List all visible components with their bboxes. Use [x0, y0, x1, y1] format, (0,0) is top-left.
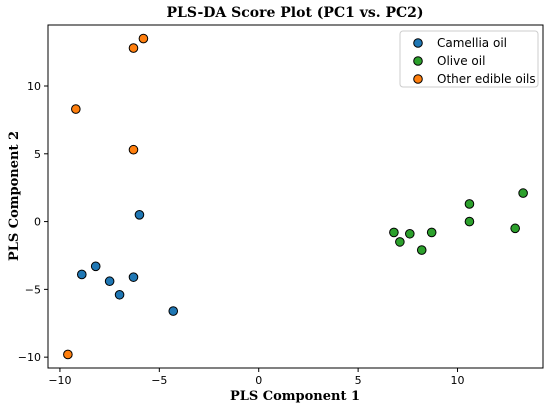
legend-marker: [413, 74, 423, 84]
data-point-series-2: [405, 228, 415, 239]
y-tick-label: −5: [25, 283, 41, 296]
y-axis-label: PLS Component 2: [7, 131, 22, 261]
legend-label: Other edible oils: [437, 72, 536, 86]
x-axis: −10 −5 0 5 10: [48, 368, 465, 387]
y-tick-label: 10: [27, 80, 41, 93]
x-tick-label: 0: [255, 374, 262, 387]
data-point-series-2: [464, 216, 475, 227]
legend-marker: [413, 56, 423, 66]
data-point-series-2: [510, 223, 520, 234]
data-point-series-2: [389, 227, 399, 238]
x-tick-label: 10: [451, 374, 465, 387]
y-tick-label: 5: [34, 148, 41, 161]
legend: Camellia oil Olive oil Other edible oils: [399, 30, 539, 88]
legend-marker: [413, 38, 423, 48]
data-point-series-1: [76, 269, 87, 280]
y-axis: −10 −5 0 5 10: [18, 80, 48, 364]
data-point-series-3: [71, 104, 81, 114]
data-point-series-2: [426, 227, 437, 238]
data-point-series-2: [395, 237, 405, 247]
x-tick-label: −10: [48, 374, 71, 387]
data-point-series-2: [518, 188, 528, 198]
legend-label: Camellia oil: [437, 36, 507, 50]
x-tick-label: −5: [151, 374, 167, 387]
data-point-series-1: [90, 261, 101, 272]
y-tick-label: 0: [34, 216, 41, 229]
plot-area: [47, 24, 544, 369]
data-point-series-1: [104, 276, 115, 287]
data-point-series-3: [128, 144, 139, 155]
x-axis-label: PLS Component 1: [230, 389, 360, 404]
legend-box: [399, 30, 539, 88]
chart-title: PLS-DA Score Plot (PC1 vs. PC2): [166, 5, 423, 21]
data-point-series-1: [114, 289, 125, 300]
legend-label: Olive oil: [437, 54, 485, 68]
data-point-series-2: [416, 245, 427, 255]
data-point-series-1: [128, 272, 139, 282]
x-tick-label: 5: [355, 374, 362, 387]
data-point-series-1: [134, 210, 145, 220]
y-tick-label: −10: [18, 351, 41, 364]
data-point-series-3: [63, 349, 73, 360]
data-point-series-1: [168, 306, 179, 316]
data-point-series-2: [464, 199, 475, 209]
data-points: [63, 33, 528, 360]
data-point-series-3: [128, 43, 139, 53]
data-point-series-3: [138, 33, 149, 44]
